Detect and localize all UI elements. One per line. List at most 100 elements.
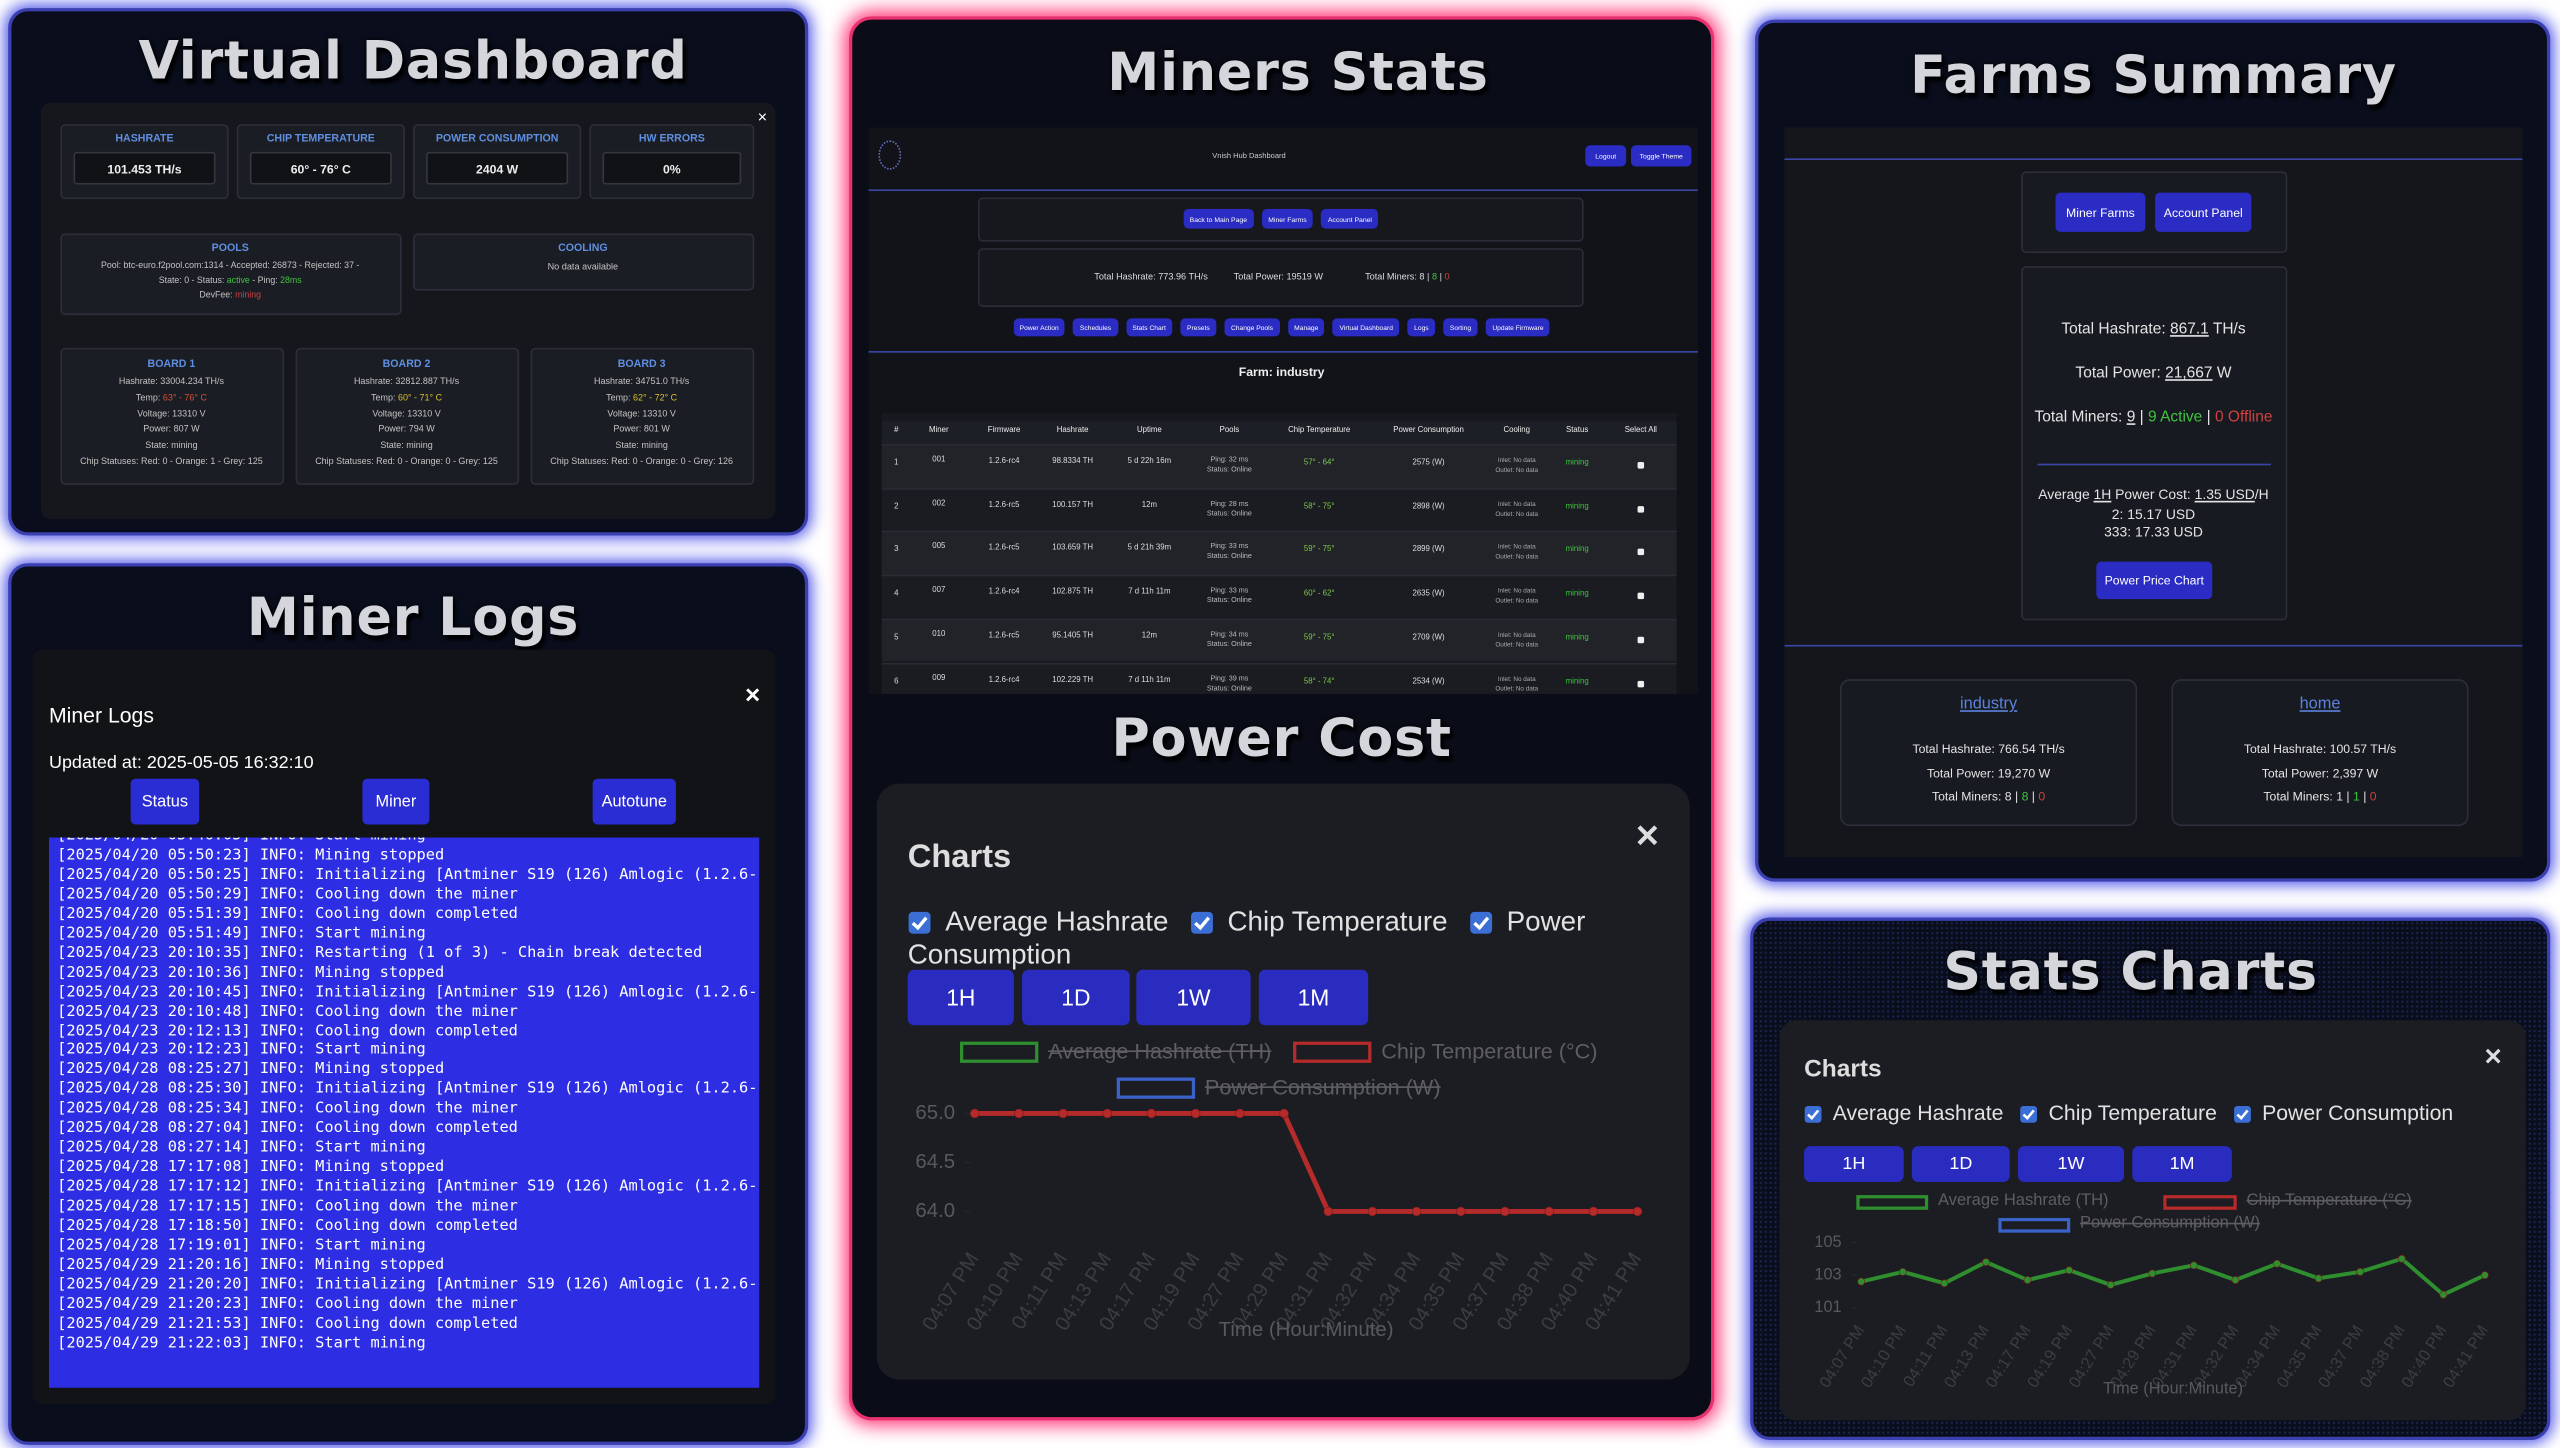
- button[interactable]: Account Panel: [2155, 192, 2252, 232]
- button[interactable]: Schedules: [1073, 318, 1118, 337]
- button[interactable]: Change Pools: [1224, 318, 1280, 337]
- text-segment: Average: [2038, 486, 2094, 503]
- checkbox[interactable]: [1190, 910, 1214, 934]
- log-line: [2025/04/20 05:50:23] INFO: Mining stopp…: [57, 846, 445, 865]
- farm-link[interactable]: home: [2299, 695, 2341, 714]
- button[interactable]: 1M: [1258, 969, 1369, 1026]
- button[interactable]: 1H: [907, 969, 1014, 1026]
- table-cell: 1.2.6-rc4: [988, 676, 1020, 685]
- checkbox-check: [911, 916, 928, 931]
- panel-title: Virtual Dashboard: [138, 29, 688, 92]
- log-line: [2025/04/28 08:25:27] INFO: Mining stopp…: [57, 1060, 445, 1079]
- text-segment: Total Power: 19,270 W: [1926, 765, 2051, 780]
- table-cell: 1: [894, 459, 899, 468]
- button[interactable]: 1H: [1804, 1146, 1904, 1183]
- button[interactable]: Logs: [1407, 318, 1436, 337]
- column-header: Miner: [928, 427, 949, 436]
- log-line: [2025/04/28 17:17:12] INFO: Initializing…: [57, 1177, 760, 1196]
- button[interactable]: Presets: [1180, 318, 1217, 337]
- button[interactable]: Update Firmware: [1485, 318, 1551, 337]
- table-cell: Inlet: No data: [1497, 629, 1536, 639]
- button[interactable]: Miner: [362, 778, 430, 825]
- legend-swatch: [1998, 1217, 2071, 1232]
- table-cell: 12m: [1141, 632, 1158, 641]
- button[interactable]: Manage: [1287, 318, 1325, 337]
- text-segment: /H: [2254, 486, 2269, 503]
- text-segment: Hashrate: 34751.0 TH/s: [594, 377, 690, 388]
- table-cell: 2899 (W): [1412, 546, 1445, 556]
- stat-value: 0%: [662, 161, 681, 176]
- column-header: Status: [1566, 427, 1589, 436]
- checkbox-icon: [1190, 911, 1213, 934]
- button[interactable]: Autotune: [592, 778, 676, 825]
- log-line: [2025/04/20 05:51:49] INFO: Start mining: [57, 924, 426, 943]
- checkbox[interactable]: [1804, 1105, 1822, 1123]
- table-cell: Status: Online: [1206, 682, 1252, 692]
- panel-title: Stats Charts: [1943, 940, 2318, 1003]
- board-line: Temp: 60° - 71° C: [371, 394, 442, 404]
- checkbox[interactable]: [908, 910, 932, 934]
- log-line: [2025/04/20 05:50:29] INFO: Cooling down…: [57, 885, 518, 904]
- table-row: [881, 662, 1677, 694]
- column-header: Hashrate: [1056, 427, 1089, 436]
- table-cell: 103.659 TH: [1052, 545, 1094, 554]
- button[interactable]: Toggle Theme: [1631, 145, 1692, 167]
- log-line: [2025/04/28 17:17:15] INFO: Cooling down…: [57, 1197, 518, 1216]
- board-line: Chip Statuses: Red: 0 - Orange: 0 - Grey…: [550, 458, 733, 468]
- button[interactable]: Virtual Dashboard: [1333, 318, 1400, 337]
- button[interactable]: Account Panel: [1321, 208, 1379, 229]
- table-cell: 2898 (W): [1412, 503, 1445, 512]
- button[interactable]: Miner Farms: [1261, 208, 1314, 229]
- total-line: Total Power: 21,667 W: [2075, 366, 2231, 382]
- pool-line: State: 0 - Status: active - Ping: 28ms: [159, 276, 302, 287]
- table-cell: 1.2.6-rc4: [988, 588, 1020, 598]
- button[interactable]: Status: [130, 778, 200, 825]
- button[interactable]: Sorting: [1443, 318, 1478, 337]
- stat-value: 60° - 76° C: [290, 161, 351, 176]
- log-line: [2025/04/23 20:12:23] INFO: Start mining: [57, 1041, 426, 1060]
- button[interactable]: 1D: [1911, 1146, 2010, 1183]
- farm-line: Total Power: 19,270 W: [1927, 767, 2050, 779]
- row-checkbox: [1637, 680, 1645, 687]
- button[interactable]: 1W: [1136, 969, 1251, 1026]
- separator: [868, 351, 1698, 353]
- stat-value-box: [426, 151, 569, 185]
- table-cell: 1.2.6-rc4: [988, 458, 1020, 467]
- row-checkbox: [1637, 462, 1645, 469]
- board-line: Temp: 62° - 72° C: [606, 394, 677, 404]
- close-button: ✕: [2483, 1043, 2503, 1070]
- stat-label: HASHRATE: [115, 133, 174, 145]
- button[interactable]: Logout: [1585, 145, 1627, 167]
- summary-text: Total Power: 19519 W: [1234, 273, 1323, 284]
- button[interactable]: Power Action: [1013, 318, 1066, 337]
- button[interactable]: Power Price Chart: [2096, 561, 2213, 600]
- checkbox[interactable]: [1469, 910, 1493, 934]
- checkbox[interactable]: [2020, 1105, 2038, 1123]
- checkbox[interactable]: [2233, 1105, 2251, 1123]
- table-cell: 2: [894, 503, 899, 512]
- log-line: [2025/04/23 20:10:36] INFO: Mining stopp…: [57, 963, 445, 982]
- text-segment: Total Hashrate:: [2061, 320, 2170, 339]
- button[interactable]: Back to Main Page: [1183, 208, 1254, 229]
- button[interactable]: 1M: [2132, 1146, 2232, 1183]
- table-cell: 002: [932, 500, 946, 509]
- button[interactable]: 1W: [2017, 1146, 2125, 1183]
- text-segment: DevFee:: [199, 291, 236, 301]
- button[interactable]: 1D: [1022, 969, 1130, 1026]
- table-cell: Status: Online: [1206, 552, 1252, 561]
- text-segment: active: [226, 276, 250, 287]
- table-cell: Status: Online: [1206, 639, 1252, 648]
- button[interactable]: Miner Farms: [2055, 192, 2146, 232]
- checkbox-check: [1807, 1109, 1820, 1121]
- button[interactable]: Stats Chart: [1125, 318, 1173, 337]
- modal-heading: Miner Logs: [48, 702, 154, 728]
- toggle-label: Average Hashrate: [1832, 1100, 2004, 1126]
- table-row: [881, 618, 1677, 663]
- farm-link[interactable]: industry: [1959, 695, 2018, 714]
- table-cell: Ping: 39 ms: [1210, 673, 1249, 682]
- farm-name: Farm: industry: [1238, 364, 1325, 380]
- board-line: Power: 807 W: [143, 426, 199, 436]
- farm-line: Total Miners: 1 | 1 | 0: [2263, 790, 2376, 803]
- action-row: Power Action Schedules Stats Chart Presets C…: [914, 318, 1649, 337]
- table-cell: 5: [894, 634, 899, 643]
